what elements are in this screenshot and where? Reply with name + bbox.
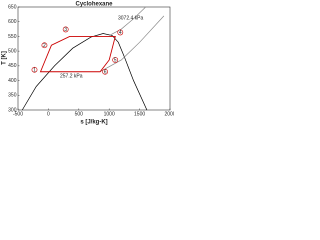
curve (109, 6, 146, 36)
y-tick-label: 350 (8, 93, 17, 99)
y-tick-label: 500 (8, 48, 17, 54)
curve (21, 33, 148, 111)
chart-title: Cyclohexane (75, 2, 113, 8)
isobar-label: 257.2 kPa (60, 73, 83, 79)
state-label: 5 (114, 57, 117, 63)
x-axis-label: s [J/kg-K] (80, 120, 107, 126)
isobar-label: 3072.4 kPa (118, 15, 144, 21)
chart: Cyclohexane s [J/kg-K] T [K] -500 0 500 100… (2, 2, 174, 126)
state-marker (117, 29, 124, 36)
y-tick-label: 400 (8, 78, 17, 84)
plot-area (17, 6, 171, 111)
state-marker (112, 57, 119, 63)
state-marker (31, 66, 38, 73)
cycle-line (39, 35, 116, 73)
state-label: 6 (104, 69, 107, 75)
state-label: 2 (43, 43, 46, 49)
y-tick-label: 600 (8, 19, 17, 25)
y-axis-label: T [K] (2, 51, 8, 65)
state-label: 1 (33, 67, 36, 73)
state-marker (62, 26, 69, 33)
x-tick-label: 2000 (164, 111, 174, 117)
y-tick-label: 650 (8, 4, 17, 10)
x-tick-label: 1500 (134, 111, 145, 117)
y-tick-label: 550 (8, 34, 17, 40)
state-marker (102, 68, 108, 75)
x-tick-label: 0 (47, 111, 50, 117)
curve (99, 15, 165, 73)
state-label: 4 (119, 30, 122, 36)
state-marker (41, 42, 48, 49)
state-label: 3 (64, 27, 67, 33)
x-tick-label: 1000 (104, 111, 115, 117)
y-tick-label: 300 (8, 107, 17, 113)
y-tick-label: 450 (8, 63, 17, 69)
x-tick-label: 500 (75, 111, 84, 117)
x-tick-label: -500 (13, 111, 23, 117)
